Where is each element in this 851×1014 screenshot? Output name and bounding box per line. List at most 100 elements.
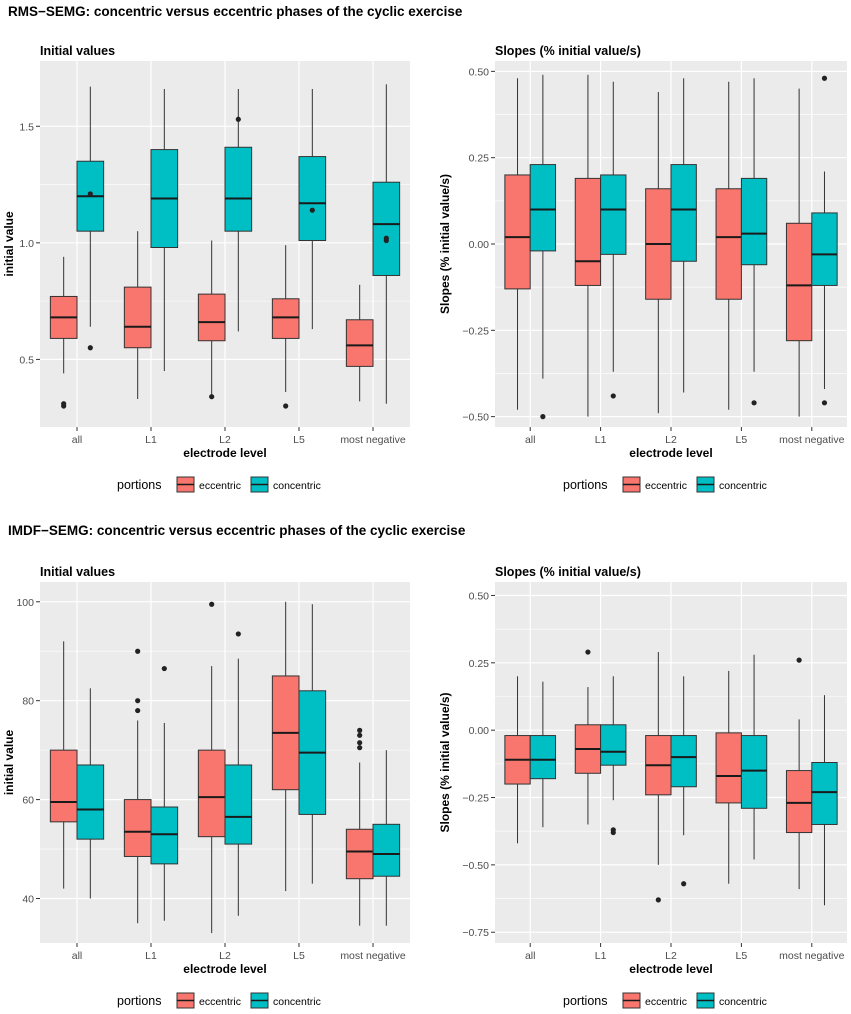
iqr-box	[197, 749, 226, 838]
outlier-point	[235, 116, 241, 122]
iqr-box	[670, 735, 697, 788]
eccentric-box-L2	[197, 601, 226, 934]
outlier-point	[751, 400, 757, 406]
y-tick-label: 40	[22, 893, 34, 905]
legend-title: portions	[563, 994, 607, 1008]
y-tick-label: −0.50	[462, 412, 489, 424]
panel-title: Slopes (% initial value/s)	[495, 565, 641, 579]
legend-label-eccentric: eccentric	[199, 996, 241, 1008]
y-tick-label: 100	[16, 597, 34, 609]
legend-title: portions	[117, 994, 161, 1008]
eccentric-box-most-negative	[345, 284, 374, 402]
x-axis-title: electrode level	[629, 446, 712, 460]
concentric-box-L1	[150, 665, 179, 921]
eccentric-box-L5	[715, 81, 742, 410]
concentric-box-L5	[298, 604, 327, 884]
outlier-point	[283, 403, 289, 409]
legend-title: portions	[117, 478, 161, 492]
legend-label-concentric: concentric	[273, 996, 321, 1008]
concentric-box-all	[529, 681, 557, 828]
y-tick-label: −0.50	[462, 860, 489, 872]
concentric-box-L5	[740, 654, 768, 860]
y-tick-label: 0.00	[469, 239, 490, 251]
outlier-point	[681, 881, 687, 887]
outlier-point	[309, 207, 315, 213]
iqr-box	[150, 806, 179, 865]
outlier-point	[540, 414, 546, 420]
x-tick-label: L1	[595, 950, 607, 962]
iqr-box	[529, 735, 557, 780]
x-tick-label: most negative	[340, 434, 406, 446]
eccentric-box-most-negative	[345, 727, 374, 926]
y-tick-label: 0.25	[469, 658, 490, 670]
concentric-box-L1	[150, 88, 179, 372]
concentric-box-most-negative	[811, 75, 838, 406]
concentric-box-L2	[670, 676, 697, 887]
y-tick-label: 0.25	[469, 153, 490, 165]
eccentric-box-L5	[715, 670, 742, 884]
x-tick-label: L1	[595, 434, 607, 446]
eccentric-box-L1	[123, 231, 152, 400]
x-tick-label: most negative	[340, 950, 406, 962]
iqr-box	[345, 319, 374, 367]
x-axis-title: electrode level	[183, 962, 266, 976]
x-axis-title: electrode level	[183, 446, 266, 460]
x-tick-label: L2	[219, 434, 231, 446]
iqr-box	[740, 735, 768, 809]
x-tick-label: L5	[736, 434, 748, 446]
iqr-box	[785, 222, 813, 342]
panel-title: Initial values	[40, 565, 115, 579]
concentric-box-L5	[298, 88, 327, 330]
concentric-box-L2	[670, 78, 697, 393]
legend-label-concentric: concentric	[719, 996, 767, 1008]
x-axis-title: electrode level	[629, 962, 712, 976]
x-tick-label: all	[525, 950, 536, 962]
iqr-box	[372, 823, 401, 877]
iqr-box	[715, 732, 742, 804]
x-tick-label: L2	[665, 950, 677, 962]
x-tick-label: most negative	[779, 434, 845, 446]
iqr-box	[372, 181, 401, 276]
outlier-point	[357, 727, 363, 733]
eccentric-box-L2	[197, 240, 226, 400]
iqr-box	[271, 298, 300, 339]
outlier-point	[821, 75, 828, 81]
eccentric-box-L1	[574, 649, 602, 825]
outlier-point	[209, 601, 215, 607]
y-tick-label: 60	[22, 795, 34, 807]
outlier-point	[383, 237, 389, 244]
x-tick-label: L1	[145, 950, 157, 962]
y-axis-title: Slopes (% initial value/s)	[438, 692, 452, 832]
outlier-point	[357, 745, 363, 751]
iqr-box	[76, 764, 105, 840]
y-axis-title: Slopes (% initial value/s)	[438, 174, 452, 314]
y-tick-label: 0.50	[469, 66, 490, 78]
concentric-box-L2	[224, 88, 253, 332]
x-tick-label: L2	[219, 950, 231, 962]
y-tick-label: 80	[22, 696, 34, 708]
x-tick-label: L5	[293, 434, 305, 446]
outlier-point	[61, 401, 67, 407]
outlier-point	[821, 400, 828, 406]
iqr-box	[600, 724, 627, 766]
legend-title: portions	[563, 478, 607, 492]
outlier-point	[796, 657, 802, 663]
concentric-box-L1	[600, 81, 627, 399]
imdf-initial-values-chart: Initial values 40 60 80 100 all L1 L2 L5 most neg…	[2, 565, 410, 1009]
outlier-point	[235, 631, 241, 637]
eccentric-box-L1	[123, 648, 152, 924]
eccentric-box-most-negative	[785, 88, 813, 417]
iqr-box	[504, 174, 531, 290]
concentric-box-L5	[740, 78, 768, 406]
rms-slopes-chart: Slopes (% initial value/s) −0.50 −0.25 0.00…	[438, 44, 847, 493]
panel-title: Slopes (% initial value/s)	[495, 44, 641, 58]
outlier-point	[135, 648, 141, 654]
eccentric-box-all	[504, 78, 531, 410]
outlier-point	[655, 897, 661, 903]
outlier-point	[610, 393, 616, 399]
iqr-box	[600, 174, 627, 255]
eccentric-box-L1	[574, 74, 602, 417]
concentric-box-all	[76, 86, 105, 351]
outlier-point	[87, 191, 93, 197]
